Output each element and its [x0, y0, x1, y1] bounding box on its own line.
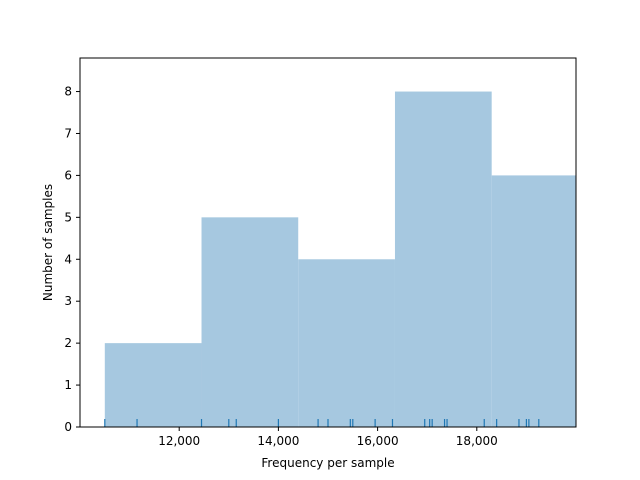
x-tick-label: 16,000 [357, 434, 399, 448]
y-tick-label: 2 [64, 336, 72, 350]
y-tick-label: 8 [64, 85, 72, 99]
x-axis-title: Frequency per sample [261, 456, 394, 470]
y-tick-label: 5 [64, 210, 72, 224]
x-tick-label: 14,000 [257, 434, 299, 448]
histogram-bar [201, 217, 299, 427]
y-tick-label: 0 [64, 420, 72, 434]
x-tick-label: 12,000 [158, 434, 200, 448]
histogram-bar [491, 175, 576, 427]
y-axis-ticks: 0 1 2 3 4 5 6 7 8 [64, 85, 80, 434]
y-axis-title: Number of samples [41, 184, 55, 301]
y-tick-label: 4 [64, 252, 72, 266]
rug-layer [104, 419, 540, 427]
y-tick-label: 7 [64, 126, 72, 140]
x-tick-label: 18,000 [456, 434, 498, 448]
histogram-bar [104, 343, 202, 427]
y-tick-label: 1 [64, 378, 72, 392]
y-tick-label: 3 [64, 294, 72, 308]
histogram-bar [394, 91, 492, 427]
plot-frame [79, 57, 577, 428]
x-axis-ticks: 12,000 14,000 16,000 18,000 [158, 427, 498, 448]
y-tick-label: 6 [64, 168, 72, 182]
bars-layer [104, 91, 576, 427]
histogram-bar [298, 259, 395, 427]
